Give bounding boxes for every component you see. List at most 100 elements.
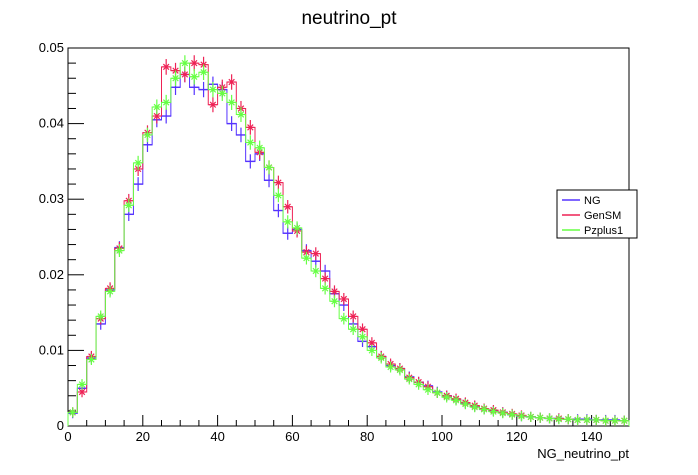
star-marker [340, 315, 348, 322]
star-marker [181, 59, 189, 67]
legend-label: Pzplus1 [584, 225, 623, 237]
series-layer [67, 55, 630, 426]
data-point [227, 74, 236, 90]
x-tick-label: 140 [581, 429, 603, 444]
star-marker [321, 275, 329, 282]
data-point [134, 155, 143, 170]
star-marker [490, 408, 497, 415]
star-marker [181, 71, 189, 78]
legend-entry-NG: NG [562, 195, 601, 207]
data-point [264, 173, 275, 188]
data-point [452, 395, 461, 406]
star-marker [256, 144, 263, 152]
data-point [489, 406, 498, 417]
star-marker [97, 313, 104, 320]
data-point [302, 251, 311, 265]
star-marker [162, 63, 170, 71]
x-axis-title: NG_neutrino_pt [537, 446, 629, 461]
data-point [564, 414, 573, 425]
data-point [171, 70, 180, 86]
star-marker [144, 131, 151, 139]
y-tick-label: 0.02 [39, 267, 64, 282]
data-point [349, 323, 358, 335]
star-marker [565, 415, 572, 423]
star-marker [312, 250, 319, 257]
data-point [330, 295, 339, 308]
chart-title: neutrino_pt [301, 8, 397, 29]
star-marker [209, 101, 217, 108]
data-point [283, 215, 292, 229]
data-point [162, 94, 171, 110]
star-marker [153, 103, 161, 111]
x-tick-label: 20 [136, 429, 150, 444]
data-point [610, 415, 619, 426]
star-marker [434, 389, 441, 396]
legend-entry-GenSM: GenSM [562, 210, 621, 222]
data-point [78, 379, 87, 390]
data-point [198, 81, 209, 98]
data-point [255, 140, 264, 155]
star-marker [153, 112, 161, 120]
star-marker [368, 339, 376, 347]
data-point [480, 404, 489, 415]
data-point [161, 108, 172, 124]
data-point [180, 55, 189, 71]
data-point [573, 414, 582, 425]
star-marker [508, 411, 516, 418]
star-marker [499, 409, 506, 417]
data-point [293, 221, 302, 235]
data-point [235, 127, 246, 143]
star-marker [88, 356, 95, 363]
star-marker [340, 295, 348, 303]
star-marker [237, 111, 245, 118]
legend-entry-Pzplus1: Pzplus1 [562, 225, 623, 237]
data-point [339, 292, 348, 305]
data-point [517, 411, 526, 422]
star-marker [331, 288, 338, 295]
star-marker [527, 413, 535, 421]
data-point [96, 310, 105, 323]
star-marker [443, 394, 450, 401]
star-marker [611, 417, 619, 424]
star-marker [125, 202, 132, 209]
star-marker [293, 224, 301, 232]
data-point [282, 226, 293, 240]
y-tick-label: 0 [57, 418, 64, 433]
star-marker [471, 403, 478, 411]
star-marker [116, 247, 123, 254]
star-marker [349, 313, 357, 320]
data-point [190, 55, 199, 71]
star-marker [368, 347, 376, 354]
star-marker [349, 326, 357, 333]
star-marker [209, 86, 217, 93]
data-point [423, 384, 432, 395]
star-marker [78, 388, 86, 396]
star-marker [284, 218, 291, 226]
star-marker [312, 267, 319, 275]
legend-label: NG [584, 195, 601, 207]
star-marker [574, 416, 581, 424]
data-point [311, 247, 320, 260]
data-point [395, 364, 404, 376]
data-point [218, 85, 227, 101]
series-step-line [67, 62, 630, 426]
y-tick-label: 0.04 [39, 116, 64, 131]
star-marker [546, 415, 553, 422]
data-point [199, 64, 208, 80]
data-point [87, 353, 96, 365]
plot-frame [67, 47, 630, 427]
star-marker [452, 397, 460, 404]
star-marker [480, 406, 488, 413]
y-tick-label: 0.01 [39, 342, 64, 357]
data-point [133, 177, 144, 191]
y-axis: 0 0.01 0.02 0.03 0.04 0.05 [39, 40, 84, 433]
star-marker [200, 68, 207, 76]
star-marker [275, 192, 282, 199]
data-point [601, 415, 610, 426]
data-point [152, 99, 161, 115]
data-point [414, 379, 423, 390]
star-marker [583, 416, 591, 424]
star-marker [284, 203, 291, 210]
data-point [208, 81, 217, 98]
data-point [367, 344, 376, 356]
